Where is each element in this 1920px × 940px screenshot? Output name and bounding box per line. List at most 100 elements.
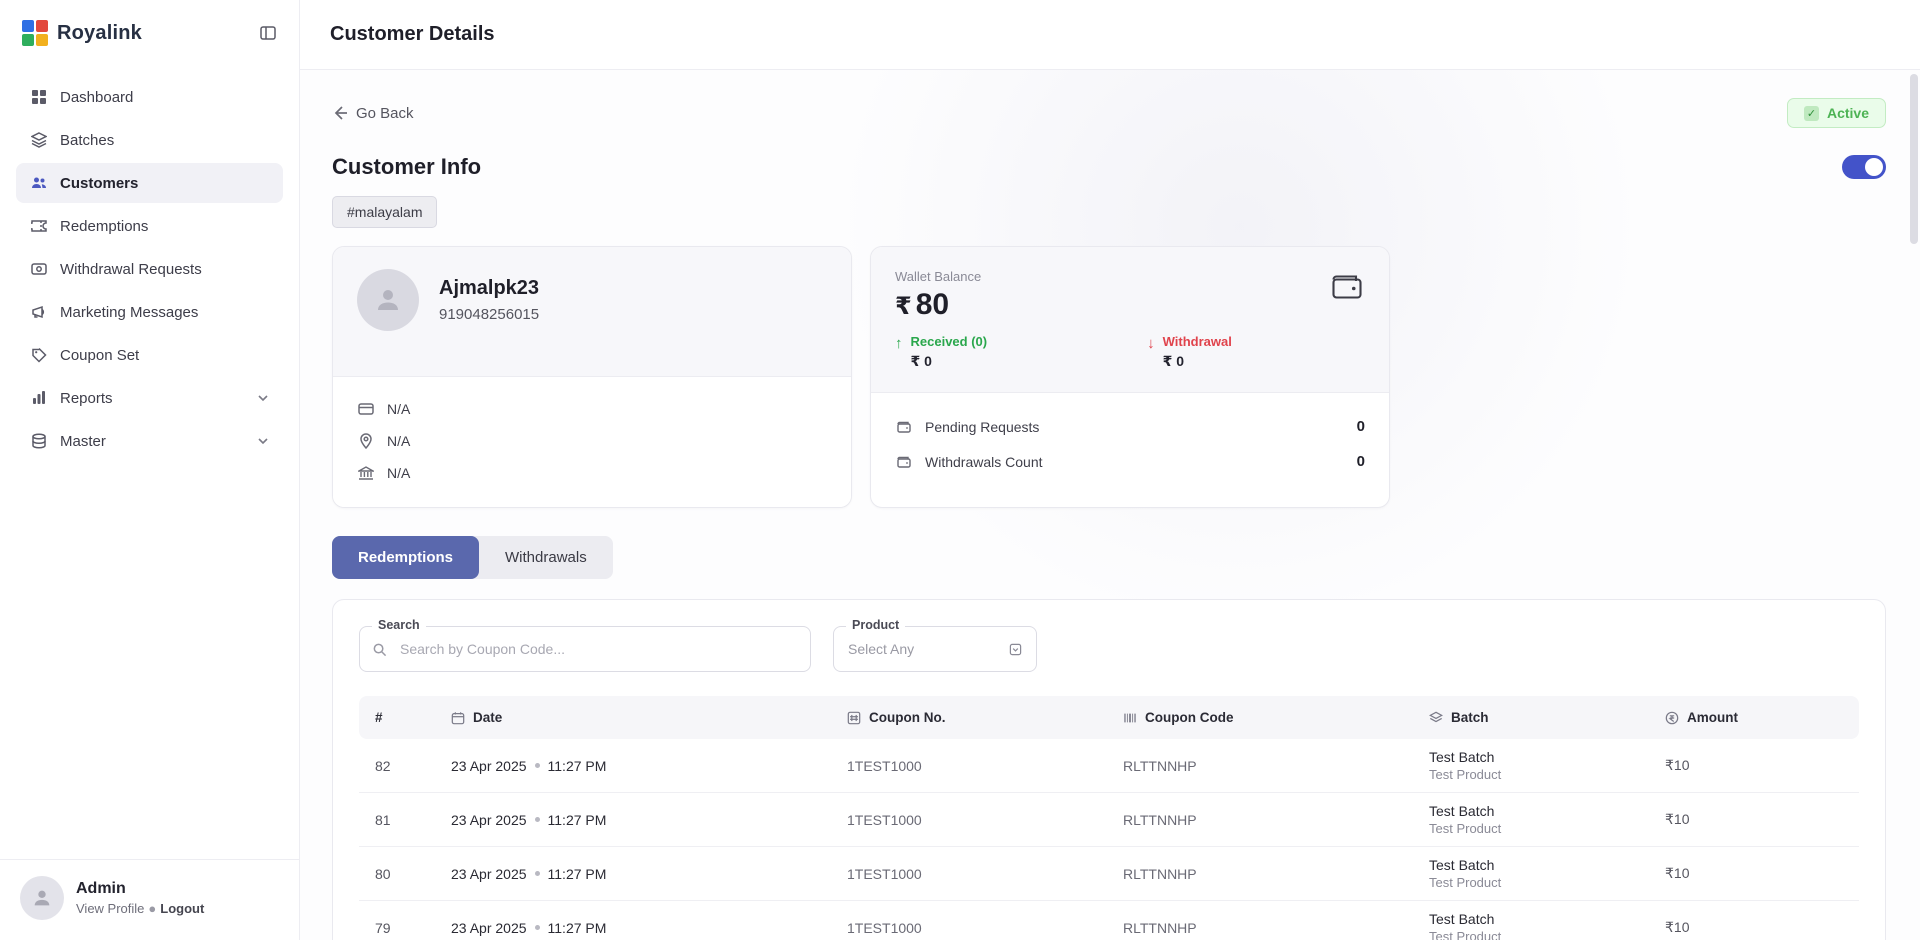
sidebar-item-batches[interactable]: Batches (16, 120, 283, 160)
customer-card: Ajmalpk23 919048256015 N/A N/A (332, 246, 852, 508)
wallet-balance-label: Wallet Balance (895, 269, 982, 284)
col-header-coupon-no: Coupon No. (835, 696, 1111, 739)
sidebar-item-withdrawal-requests[interactable]: Withdrawal Requests (16, 249, 283, 289)
customer-name: Ajmalpk23 (439, 277, 540, 299)
wallet-balance-value: ₹80 (895, 288, 950, 321)
search-field: Search (359, 618, 811, 672)
received-label: Received (0) (910, 334, 988, 349)
content: Go Back ✓ Active Customer Info #malayala… (300, 70, 1920, 940)
chevron-down-icon (257, 435, 269, 447)
cell-date: 23 Apr 2025 11:27 PM (439, 739, 835, 793)
product-select[interactable]: Product Select Any (833, 618, 1037, 672)
logout-link[interactable]: Logout (160, 901, 205, 916)
royalink-logo-icon (22, 20, 48, 46)
section-title: Customer Info (332, 154, 482, 179)
cell-amount: ₹10 (1653, 900, 1859, 940)
cell-date: 23 Apr 2025 11:27 PM (439, 900, 835, 940)
wallet-card: Wallet Balance ₹80 ↑ Received (0) ₹ (870, 246, 1390, 508)
go-back-button[interactable]: Go Back (332, 105, 414, 122)
cell-coupon-no: 1TEST1000 (835, 846, 1111, 901)
redemptions-panel: Search Product Select Any # Date Coupon (332, 599, 1886, 940)
tab-redemptions[interactable]: Redemptions (332, 536, 480, 579)
cell-coupon-code: RLTTNNHP (1111, 739, 1417, 793)
product-field-label: Product (846, 618, 906, 632)
withdrawals-count-row: Withdrawals Count 0 (895, 444, 1365, 479)
sidebar-item-label: Withdrawal Requests (60, 260, 202, 278)
redemptions-icon (30, 217, 48, 235)
withdrawals-count-value: 0 (1356, 453, 1365, 470)
sidebar-menu: Dashboard Batches Customers Redemptions … (0, 64, 299, 859)
table-row[interactable]: 82 23 Apr 2025 11:27 PM 1TEST1000 RLTTNNH… (359, 739, 1859, 793)
received-block: ↑ Received (0) ₹ 0 (895, 334, 987, 370)
sidebar-item-master[interactable]: Master (16, 421, 283, 461)
tab-withdrawals[interactable]: Withdrawals (479, 536, 613, 579)
cell-index: 79 (359, 900, 439, 940)
cell-coupon-no: 1TEST1000 (835, 792, 1111, 847)
col-header-date: Date (439, 696, 835, 739)
search-input[interactable] (360, 627, 810, 671)
sidebar-item-reports[interactable]: Reports (16, 378, 283, 418)
table-row[interactable]: 79 23 Apr 2025 11:27 PM 1TEST1000 RLTTNNH… (359, 900, 1859, 940)
coin-icon (1665, 711, 1679, 725)
view-profile-link[interactable]: View Profile (76, 901, 145, 916)
batches-icon (30, 131, 48, 149)
sidebar-item-label: Dashboard (60, 88, 134, 106)
sidebar-item-customers[interactable]: Customers (16, 163, 283, 203)
cell-date: 23 Apr 2025 11:27 PM (439, 846, 835, 901)
withdrawal-requests-icon (30, 260, 48, 278)
sidebar: Royalink Dashboard Batches Customers Red… (0, 0, 300, 940)
check-icon: ✓ (1803, 105, 1819, 121)
withdrawals-count-icon (895, 454, 913, 470)
withdrawal-label: Withdrawal (1162, 334, 1232, 349)
active-toggle[interactable] (1842, 155, 1886, 179)
cell-batch: Test Batch Test Product (1417, 900, 1653, 940)
admin-name: Admin (76, 880, 126, 897)
dot-separator (534, 871, 540, 876)
cell-amount: ₹10 (1653, 739, 1859, 793)
scrollbar-thumb[interactable] (1910, 74, 1918, 244)
calendar-icon (451, 711, 465, 725)
customer-phone: 919048256015 (439, 306, 540, 323)
table-header-row: # Date Coupon No. Coupon Code Batch Amou… (359, 696, 1859, 739)
sidebar-item-dashboard[interactable]: Dashboard (16, 77, 283, 117)
sidebar-item-marketing-messages[interactable]: Marketing Messages (16, 292, 283, 332)
dropdown-icon (1009, 643, 1022, 656)
bank-icon (357, 465, 375, 481)
sidebar-item-coupon-set[interactable]: Coupon Set (16, 335, 283, 375)
link-separator: ● (148, 901, 157, 916)
table-row[interactable]: 81 23 Apr 2025 11:27 PM 1TEST1000 RLTTNNH… (359, 792, 1859, 847)
cell-index: 80 (359, 846, 439, 901)
received-value: ₹ 0 (910, 353, 932, 369)
withdrawal-value: ₹ 0 (1162, 353, 1185, 369)
brand: Royalink (0, 0, 299, 64)
marketing-messages-icon (30, 303, 48, 321)
window-scrollbar[interactable] (1910, 74, 1918, 934)
chevron-down-icon (257, 392, 269, 404)
col-header-batch: Batch (1417, 696, 1653, 739)
cell-index: 81 (359, 792, 439, 847)
customer-info-row: N/A (357, 393, 827, 425)
search-icon (372, 642, 387, 657)
redemptions-table: # Date Coupon No. Coupon Code Batch Amou… (359, 696, 1859, 940)
sidebar-item-redemptions[interactable]: Redemptions (16, 206, 283, 246)
cell-date: 23 Apr 2025 11:27 PM (439, 792, 835, 847)
col-header-amount: Amount (1653, 696, 1859, 739)
customer-info-row: N/A (357, 457, 827, 489)
admin-avatar (20, 876, 64, 920)
table-row[interactable]: 80 23 Apr 2025 11:27 PM 1TEST1000 RLTTNNH… (359, 846, 1859, 901)
dot-separator (534, 817, 540, 822)
cell-coupon-code: RLTTNNHP (1111, 792, 1417, 847)
customer-avatar (357, 269, 419, 331)
customer-tag: #malayalam (332, 196, 438, 228)
barcode-icon (1123, 711, 1137, 725)
cell-batch: Test Batch Test Product (1417, 792, 1653, 847)
sidebar-item-label: Redemptions (60, 217, 149, 235)
pending-requests-value: 0 (1356, 418, 1365, 435)
location-icon (357, 433, 375, 449)
card-icon (357, 401, 375, 417)
sidebar-collapse-icon[interactable] (255, 20, 281, 46)
sidebar-item-label: Customers (60, 174, 139, 192)
dot-separator (534, 763, 540, 768)
sidebar-item-label: Marketing Messages (60, 303, 199, 321)
cell-index: 82 (359, 739, 439, 793)
